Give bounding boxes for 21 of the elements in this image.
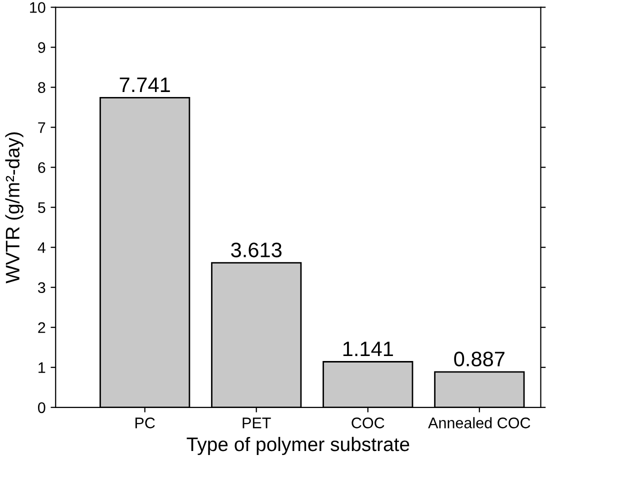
y-tick-label: 2 [38,322,46,333]
y-tick-label: 9 [38,42,46,53]
x-tick-label: COC [352,418,384,428]
y-tick-label: 3 [38,282,46,294]
x-tick-label: PC [135,418,155,428]
data-label: 7.741 [120,78,170,92]
y-tick-label: 0 [38,402,46,414]
y-tick-label: 8 [38,82,46,93]
x-axis-title: Type of polymer substrate [186,436,410,456]
data-label: 1.141 [343,342,393,356]
y-tick-label: 1 [38,362,46,373]
data-label: 0.887 [454,352,504,366]
x-tick-label: PET [242,418,271,428]
y-tick-label: 5 [38,202,46,214]
data-label: 3.613 [231,242,282,258]
x-tick-label: Annealed COC [428,417,530,428]
y-tick-label: 10 [30,2,46,13]
y-tick-label: 4 [38,242,46,253]
y-tick-label: 7 [38,122,46,133]
y-axis-title: WVTR (g/m²-day) [5,132,24,284]
y-tick-label: 6 [38,162,46,174]
